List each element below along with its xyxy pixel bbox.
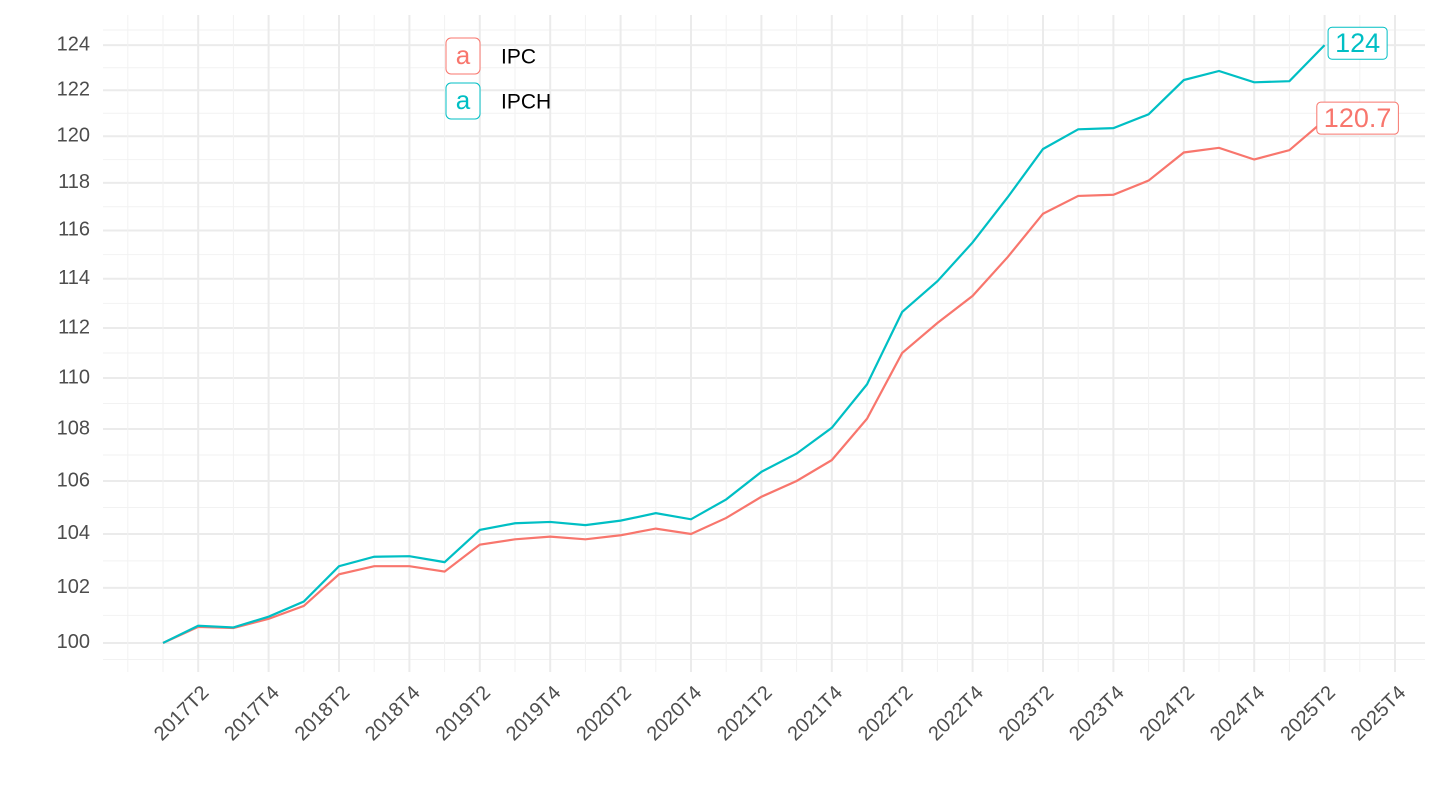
x-tick-label: 2021T4 — [784, 682, 848, 746]
end-label-text: 124 — [1335, 28, 1380, 58]
y-tick-label: 118 — [58, 171, 90, 193]
end-label-box — [1327, 26, 1388, 60]
x-tick-label: 2019T2 — [432, 682, 496, 746]
end-label: 120.7 — [1316, 101, 1399, 135]
y-tick-label: 100 — [57, 631, 90, 653]
x-tick-label: 2017T2 — [150, 682, 214, 746]
x-tick-label: 2019T4 — [502, 682, 566, 746]
series-line — [162, 44, 1326, 644]
x-tick-label: 2018T2 — [291, 682, 355, 746]
y-tick-label: 106 — [57, 469, 90, 491]
y-tick-label: 104 — [57, 522, 90, 544]
legend-key — [445, 82, 481, 120]
end-label: 124 — [1327, 26, 1388, 60]
x-tick-label: 2018T4 — [361, 682, 425, 746]
legend-label: IPC — [501, 46, 536, 69]
x-tick-label: 2025T4 — [1347, 682, 1411, 746]
legend-label: IPCH — [501, 91, 551, 114]
x-tick-label: 2024T2 — [1136, 682, 1200, 746]
x-tick-label: 2017T4 — [220, 682, 284, 746]
x-tick-label: 2025T2 — [1276, 682, 1340, 746]
legend-key-glyph: a — [456, 40, 471, 70]
end-label-text: 120.7 — [1324, 103, 1392, 133]
y-tick-label: 116 — [58, 219, 90, 241]
y-tick-label: 112 — [58, 316, 90, 338]
x-tick-label: 2020T2 — [572, 682, 636, 746]
y-tick-label: 124 — [57, 33, 90, 55]
y-tick-label: 120 — [57, 125, 90, 147]
y-tick-label: 122 — [57, 79, 90, 101]
x-tick-label: 2022T4 — [924, 682, 988, 746]
x-tick-label: 2024T4 — [1206, 682, 1270, 746]
legend-key — [445, 37, 481, 75]
x-tick-label: 2023T2 — [995, 682, 1059, 746]
x-tick-label: 2022T2 — [854, 682, 918, 746]
legend-key-glyph: a — [456, 85, 471, 115]
y-tick-label: 114 — [58, 267, 90, 289]
y-tick-label: 108 — [57, 417, 90, 439]
x-tick-label: 2020T4 — [643, 682, 707, 746]
x-tick-label: 2023T4 — [1065, 682, 1129, 746]
x-tick-label: 2021T2 — [713, 682, 777, 746]
end-label-box — [1316, 101, 1399, 135]
y-tick-label: 110 — [58, 366, 90, 388]
series-line — [162, 119, 1326, 644]
y-tick-label: 102 — [57, 576, 90, 598]
